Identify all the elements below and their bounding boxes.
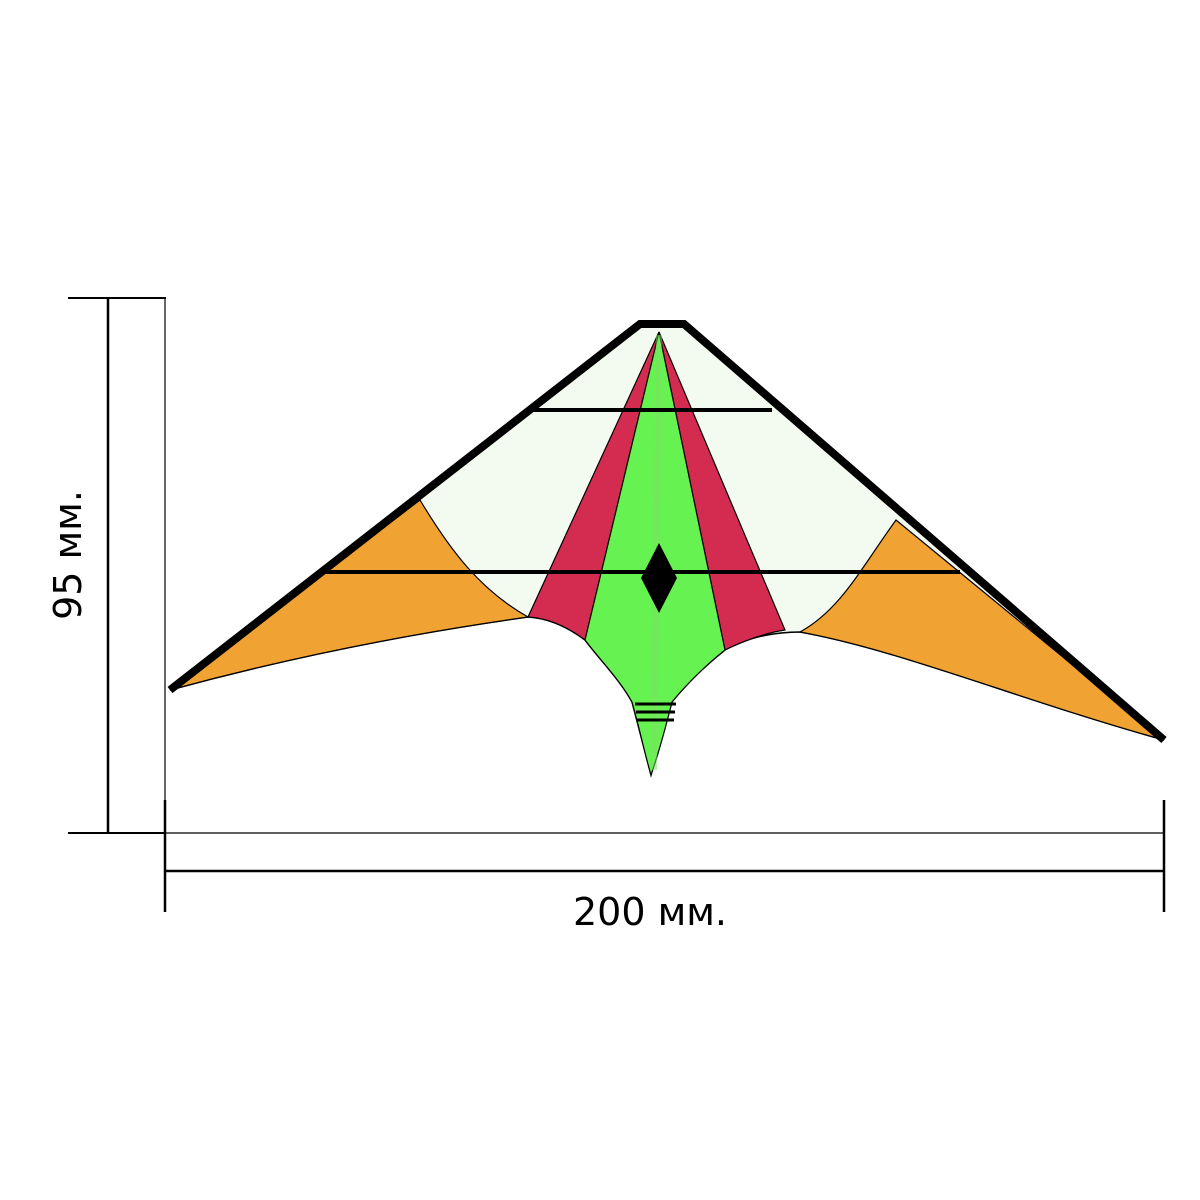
width-label: 200 мм. [572, 890, 728, 934]
center-diamond [641, 543, 677, 613]
left-wingtip [169, 499, 530, 691]
width-dimension [163, 800, 1166, 912]
height-dimension [68, 297, 166, 834]
leading-edge-frame [167, 320, 1167, 744]
height-label: 95 мм. [46, 490, 90, 620]
right-wingtip [798, 519, 1165, 741]
